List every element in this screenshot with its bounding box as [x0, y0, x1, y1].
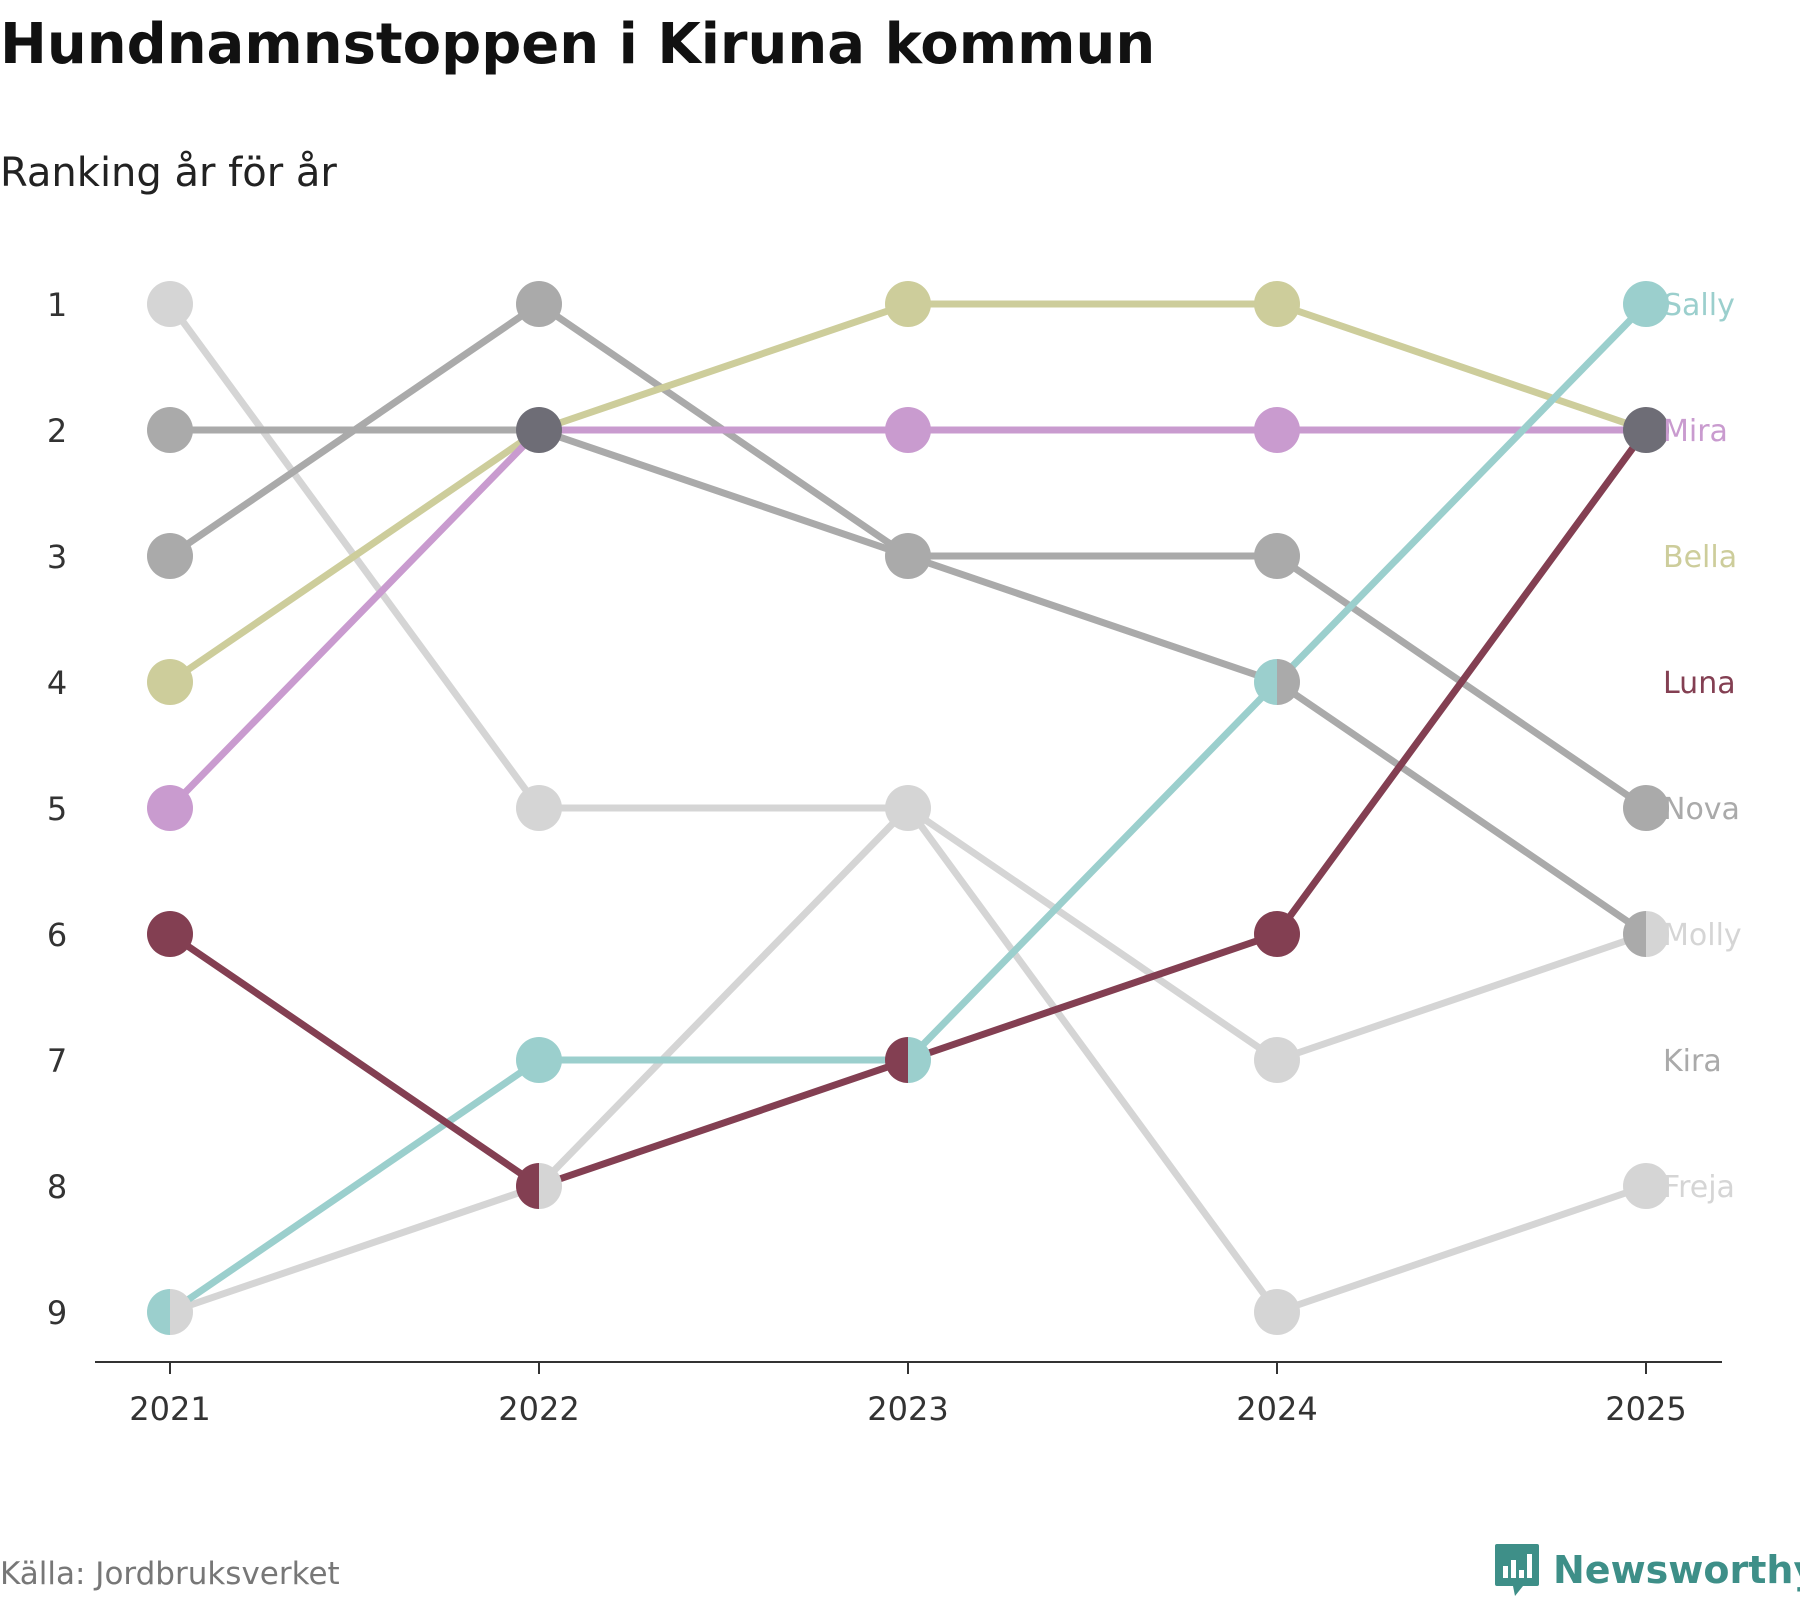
end-label-freja: Freja [1663, 1170, 1735, 1205]
point-2023-rank-7-left [885, 1037, 908, 1083]
point-2024-rank-1 [1254, 281, 1300, 327]
series-line-mira [166, 426, 1650, 812]
point-2021-rank-4 [147, 659, 193, 705]
end-label-luna: Luna [1663, 666, 1736, 701]
source-note: Källa: Jordbruksverket [0, 1556, 340, 1592]
point-2025-rank-1 [1623, 281, 1669, 327]
point-2023-rank-2 [885, 407, 931, 453]
x-tick-label-2021: 2021 [129, 1390, 210, 1428]
point-2024-rank-6 [1254, 911, 1300, 957]
x-tick-label-2022: 2022 [498, 1390, 579, 1428]
end-label-molly: Molly [1663, 918, 1742, 953]
point-2023-rank-3 [885, 533, 931, 579]
x-tick-label-2023: 2023 [867, 1390, 948, 1428]
brand[interactable]: Newsworthy [1493, 1542, 1800, 1598]
newsworthy-logo-icon [1495, 1544, 1539, 1596]
y-tick-label-5: 5 [47, 790, 67, 828]
point-2025-rank-2 [1623, 407, 1669, 453]
point-2025-rank-8 [1623, 1163, 1669, 1209]
point-2022-rank-7 [516, 1037, 562, 1083]
y-tick-label-9: 9 [47, 1294, 67, 1332]
y-tick-label-4: 4 [47, 664, 67, 702]
point-2024-rank-9 [1254, 1289, 1300, 1335]
point-2025-rank-5 [1623, 785, 1669, 831]
end-label-kira: Kira [1663, 1044, 1722, 1079]
point-2021-rank-9-right [170, 1289, 193, 1335]
point-2022-rank-5 [516, 785, 562, 831]
point-2024-rank-4-right [1277, 659, 1300, 705]
y-tick-label-2: 2 [47, 412, 67, 450]
point-2021-rank-1 [147, 281, 193, 327]
point-2021-rank-5 [147, 785, 193, 831]
brand-name: Newsworthy [1553, 1548, 1800, 1592]
y-tick-label-3: 3 [47, 538, 67, 576]
point-2021-rank-2 [147, 407, 193, 453]
point-2022-rank-2 [516, 407, 562, 453]
point-2025-rank-6-left [1623, 911, 1646, 957]
series-line-kira [166, 300, 1650, 938]
point-2023-rank-5 [885, 785, 931, 831]
point-2025-rank-6-right [1646, 911, 1669, 957]
y-tick-label-8: 8 [47, 1168, 67, 1206]
y-tick-label-1: 1 [47, 286, 67, 324]
point-2024-rank-4-left [1254, 659, 1277, 705]
y-tick-label-7: 7 [47, 1042, 67, 1080]
end-labels: Sally Mira Bella Luna Nova Molly Kira Freja [1663, 288, 1742, 1205]
x-tick-label-2024: 2024 [1236, 1390, 1317, 1428]
x-axis: 2021 2022 2023 2024 2025 [95, 1361, 1722, 1428]
end-label-nova: Nova [1663, 792, 1740, 827]
bump-chart: 2021 2022 2023 2024 2025 1 2 3 4 5 6 7 8 9 Sally Mira… [47, 281, 1742, 1428]
point-2023-rank-7-right [908, 1037, 931, 1083]
page-subtitle: Ranking år för år [0, 150, 337, 196]
series-line-bella [166, 300, 1650, 686]
point-2024-rank-2 [1254, 407, 1300, 453]
y-tick-label-6: 6 [47, 916, 67, 954]
x-tick-label-2025: 2025 [1605, 1390, 1686, 1428]
series-line-nova [166, 426, 1650, 812]
point-2024-rank-7 [1254, 1037, 1300, 1083]
page-title: Hundnamnstoppen i Kiruna kommun [0, 12, 1156, 77]
point-2021-rank-3 [147, 533, 193, 579]
point-2022-rank-8-right [539, 1163, 562, 1209]
end-label-bella: Bella [1663, 540, 1737, 575]
point-2022-rank-8-left [516, 1163, 539, 1209]
point-2022-rank-1 [516, 281, 562, 327]
point-2021-rank-6 [147, 911, 193, 957]
point-2023-rank-1 [885, 281, 931, 327]
point-2021-rank-9-left [147, 1289, 170, 1335]
end-label-sally: Sally [1663, 288, 1735, 323]
point-2024-rank-3 [1254, 533, 1300, 579]
y-axis-ticks: 1 2 3 4 5 6 7 8 9 [47, 286, 67, 1332]
series-points [147, 281, 1669, 1335]
end-label-mira: Mira [1663, 414, 1728, 449]
